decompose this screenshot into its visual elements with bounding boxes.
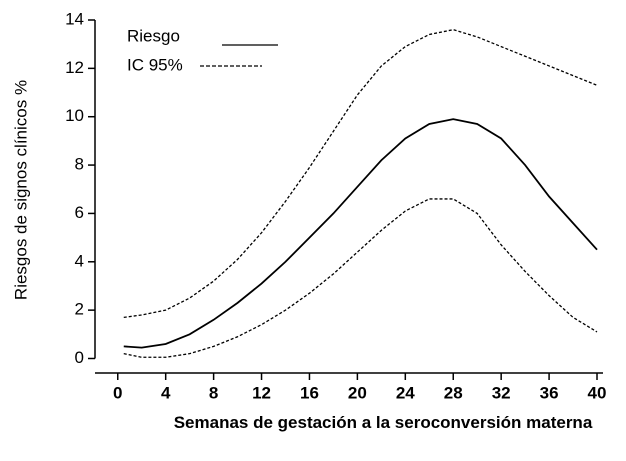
- x-tick-label: 24: [396, 383, 415, 402]
- y-tick-label: 4: [75, 251, 84, 270]
- x-tick-label: 28: [444, 383, 463, 402]
- x-tick-label: 8: [209, 383, 218, 402]
- x-tick-label: 20: [348, 383, 367, 402]
- series-line-upper: [123, 29, 598, 319]
- series-line: [123, 198, 598, 358]
- y-tick-label: 2: [75, 300, 84, 319]
- x-tick-label: 0: [113, 383, 122, 402]
- x-tick-label: 16: [300, 383, 319, 402]
- x-tick-label: 40: [588, 383, 607, 402]
- y-tick-label: 10: [65, 106, 84, 125]
- x-tick-label: 36: [540, 383, 559, 402]
- y-tick-label: 12: [65, 58, 84, 77]
- x-tick-label: 4: [161, 383, 171, 402]
- x-tick-label: 32: [492, 383, 511, 402]
- legend-label: IC 95%: [127, 55, 183, 74]
- y-tick-label: 0: [75, 348, 84, 367]
- y-tick-label: 14: [65, 9, 84, 28]
- y-tick-label: 6: [75, 203, 84, 222]
- x-axis-label: Semanas de gestación a la seroconversión…: [173, 413, 593, 432]
- x-tick-label: 12: [252, 383, 271, 402]
- y-axis-label: Riesgos de signos clínicos %: [11, 80, 30, 300]
- legend-label: Riesgo: [127, 26, 180, 45]
- y-tick-label: 8: [75, 155, 84, 174]
- series-line: [123, 118, 598, 349]
